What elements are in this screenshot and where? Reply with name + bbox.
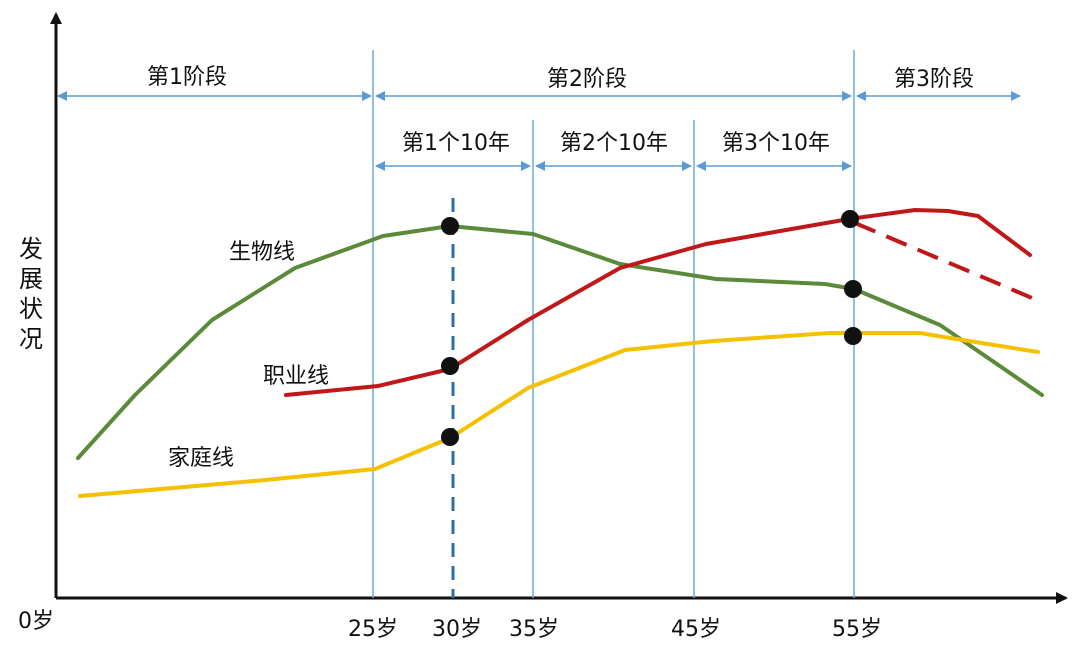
career-line — [284, 208, 1032, 397]
stage-1-label: 第1阶段 — [147, 65, 227, 90]
y-axis-label-char-4: 况 — [19, 325, 43, 353]
career-dot-30 — [441, 357, 459, 375]
x-tick-label-55: 55岁 — [832, 617, 882, 642]
decade-2-label: 第2个10年 — [560, 131, 668, 156]
stage-3-label: 第3阶段 — [894, 67, 974, 92]
y-axis-label-char-3: 状 — [19, 295, 43, 323]
career-line-label: 职业线 — [263, 364, 329, 389]
x-tick-label-30: 30岁 — [432, 617, 482, 642]
biological-dot-30 — [441, 217, 459, 235]
x-tick-label-0: 0岁 — [18, 609, 54, 634]
family-line — [78, 331, 1040, 498]
decade-3-label: 第3个10年 — [722, 131, 830, 156]
biological-line-label: 生物线 — [229, 240, 295, 265]
y-axis-label-char-1: 发 — [19, 235, 43, 263]
biological-line — [76, 224, 1044, 460]
x-tick-label-35: 35岁 — [509, 617, 559, 642]
career-dot-55 — [841, 210, 859, 228]
x-tick-label-25: 25岁 — [348, 617, 398, 642]
family-dot-55 — [844, 327, 862, 345]
biological-dot-55 — [844, 280, 862, 298]
decade-1-label: 第1个10年 — [402, 131, 510, 156]
y-axis-label-char-2: 展 — [19, 265, 43, 293]
x-tick-label-45: 45岁 — [671, 617, 721, 642]
family-dot-30 — [441, 428, 459, 446]
family-line-label: 家庭线 — [168, 446, 234, 471]
stage-2-label: 第2阶段 — [547, 67, 627, 92]
